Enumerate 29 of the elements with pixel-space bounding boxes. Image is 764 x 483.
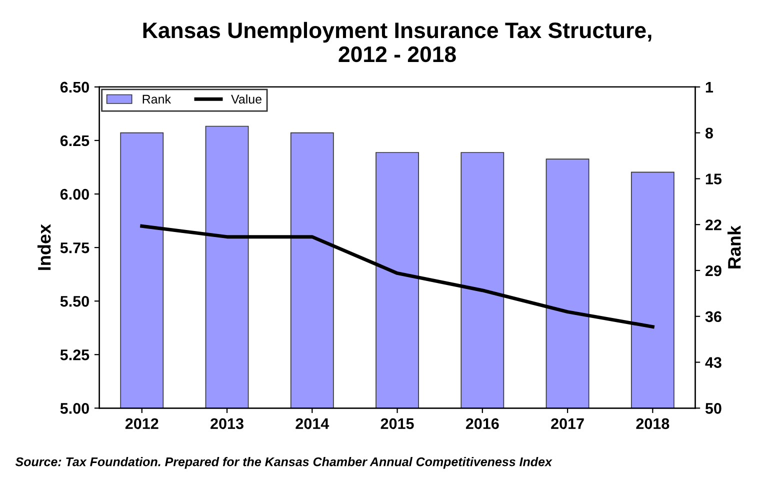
y-tick-label: 5.00 bbox=[60, 403, 89, 414]
x-tick-label: 2018 bbox=[636, 418, 670, 430]
y2-tick-label: 50 bbox=[705, 403, 722, 414]
x-tick-label: 2017 bbox=[551, 418, 584, 430]
legend-label: Value bbox=[231, 94, 262, 104]
source-note: Source: Tax Foundation. Prepared for the Kansas Chamber Annual Competitiveness Index bbox=[15, 457, 552, 469]
y-tick-label: 5.75 bbox=[60, 242, 90, 254]
y2-tick-label: 43 bbox=[705, 357, 722, 368]
y2-tick-label: 8 bbox=[705, 128, 713, 139]
x-tick-label: 2012 bbox=[125, 418, 158, 430]
y2-tick-label: 1 bbox=[706, 82, 714, 92]
y2-tick-label: 15 bbox=[706, 174, 722, 184]
line-series bbox=[140, 224, 654, 328]
y2-tick-label: 29 bbox=[705, 265, 722, 276]
x-tick-label: 2015 bbox=[380, 418, 414, 430]
y2-tick-label: 36 bbox=[705, 311, 722, 322]
y-tick-label: 6.25 bbox=[60, 135, 90, 146]
chart-title: Kansas Unemployment Insurance Tax Structure, 2012 - 2018 bbox=[143, 22, 652, 62]
y-axis-title: Index bbox=[37, 224, 51, 270]
x-tick-label: 2016 bbox=[466, 418, 499, 430]
x-tick-label: 2013 bbox=[210, 418, 244, 430]
y-tick-label: 6.00 bbox=[60, 188, 89, 200]
y2-axis-title: Rank bbox=[728, 225, 741, 268]
y-tick-label: 5.25 bbox=[60, 349, 90, 360]
y-tick-label: 6.50 bbox=[60, 82, 89, 93]
y2-tick-label: 22 bbox=[705, 219, 722, 230]
x-tick-label: 2014 bbox=[296, 418, 330, 430]
legend-label: Rank bbox=[142, 94, 172, 104]
y-tick-label: 5.50 bbox=[60, 296, 89, 307]
